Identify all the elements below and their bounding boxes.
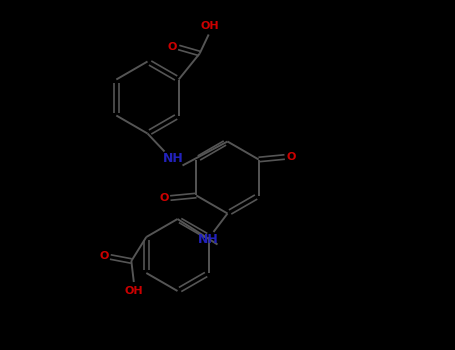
Text: O: O [287,152,296,162]
Text: O: O [99,251,108,261]
Text: O: O [167,42,177,51]
Text: O: O [159,193,168,203]
Text: NH: NH [163,152,184,165]
Text: OH: OH [200,21,219,31]
Text: OH: OH [125,286,143,295]
Text: NH: NH [198,233,219,246]
